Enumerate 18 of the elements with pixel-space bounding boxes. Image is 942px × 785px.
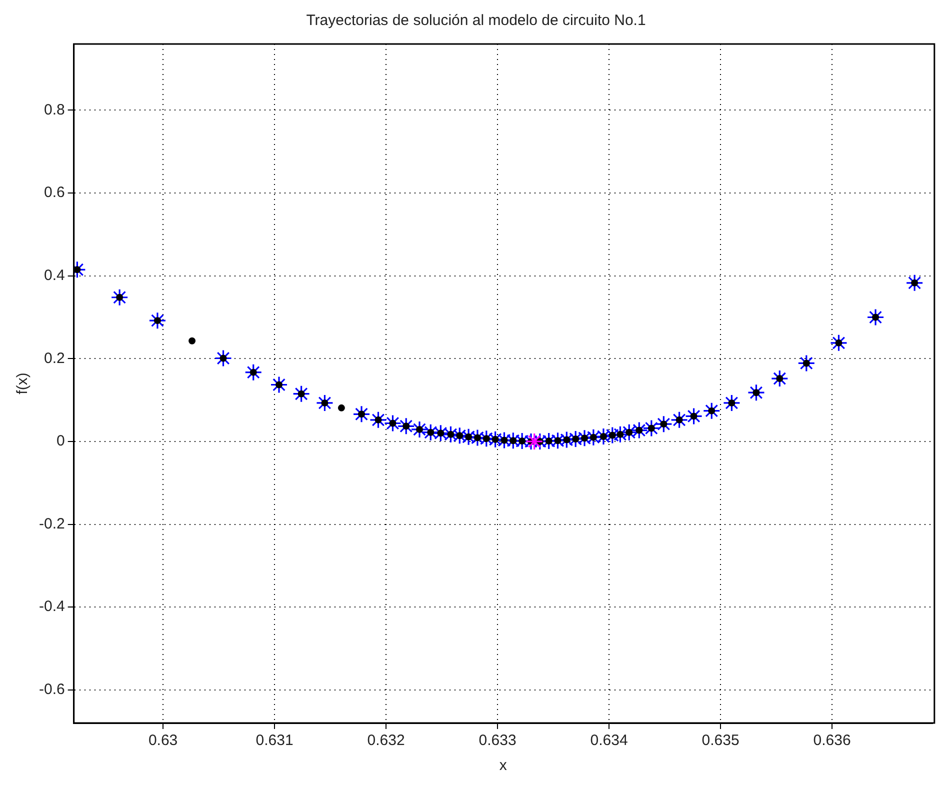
y-tick-label: -0.2 (38, 515, 65, 532)
y-tick-label: 0.6 (44, 184, 65, 202)
x-tick-label: 0.635 (702, 732, 740, 750)
y-tick-label: -0.4 (38, 598, 65, 616)
y-tick-label: 0.8 (44, 101, 65, 118)
x-tick-label: 0.633 (478, 732, 516, 750)
y-axis-title: f(x) (14, 372, 32, 394)
chart-title: Trayectorias de solución al modelo de circuito No.1 (306, 12, 646, 30)
x-tick-label: 0.631 (256, 732, 294, 750)
x-tick-label: 0.632 (367, 732, 405, 750)
x-axis-title: x (499, 757, 508, 774)
y-tick-label: 0.4 (44, 266, 65, 284)
x-tick-label: 0.63 (148, 732, 178, 750)
y-tick-label: 0 (56, 432, 65, 450)
x-tick-label: 0.636 (813, 732, 851, 750)
y-tick-label: 0.2 (44, 350, 65, 367)
x-tick-label: 0.634 (590, 732, 628, 750)
y-tick-label: -0.6 (38, 681, 65, 698)
